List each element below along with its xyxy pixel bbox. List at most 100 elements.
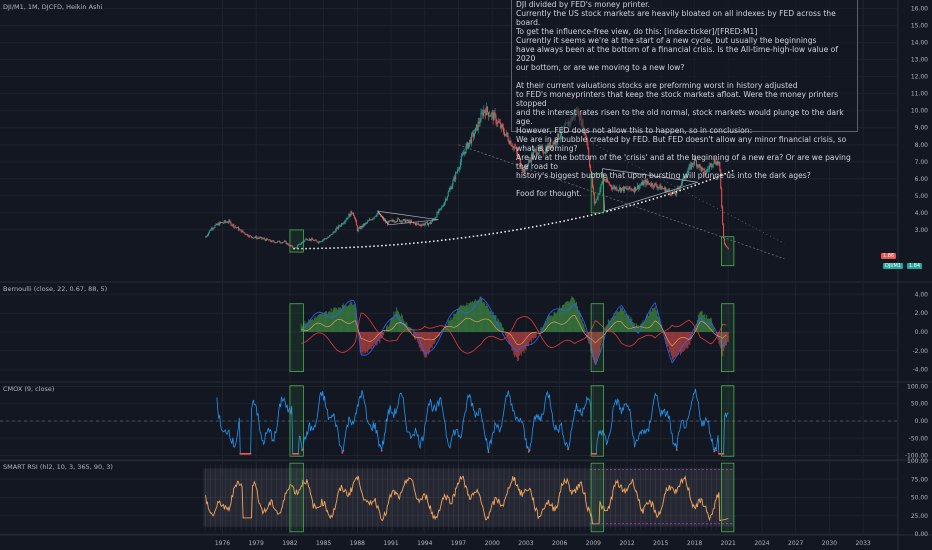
- candle-body: [301, 242, 303, 244]
- price-axis-label: 100.00: [907, 383, 928, 390]
- histogram-bar: [560, 308, 562, 332]
- candle-body: [217, 223, 219, 225]
- candle-body: [500, 122, 502, 128]
- histogram-bar: [625, 313, 627, 332]
- histogram-bar: [321, 313, 323, 332]
- candle-body: [618, 189, 620, 191]
- cmox-pane[interactable]: [0, 385, 898, 457]
- candle-body: [600, 184, 602, 190]
- note-line: Are we at the bottom of the 'crisis' and…: [516, 153, 851, 171]
- time-axis-label: 2024: [754, 540, 769, 547]
- candle-body: [656, 186, 658, 189]
- candle-body: [642, 181, 644, 186]
- histogram-bar: [631, 318, 633, 332]
- candle-body: [400, 220, 402, 223]
- candle-body: [694, 157, 696, 161]
- candle-body: [537, 153, 539, 155]
- smart-rsi-line: [205, 475, 729, 525]
- candle-body: [691, 162, 693, 169]
- candle-body: [495, 114, 497, 124]
- highlight-box: [289, 385, 304, 457]
- candle-body: [665, 187, 667, 193]
- price-axis-label: 15.00: [911, 23, 928, 30]
- histogram-bar: [555, 313, 557, 332]
- candle-body: [542, 146, 544, 153]
- candle-body: [424, 224, 426, 226]
- candle-body: [384, 219, 386, 221]
- candle-body: [505, 132, 507, 135]
- candle-body: [251, 237, 253, 239]
- histogram-bar: [476, 301, 478, 332]
- histogram-bar: [517, 332, 519, 362]
- candle-body: [530, 160, 532, 162]
- histogram-bar: [451, 319, 453, 332]
- histogram-bar: [349, 303, 351, 332]
- candle-body: [636, 185, 638, 189]
- candle-body: [448, 189, 450, 193]
- histogram-bar: [557, 310, 559, 332]
- candle-body: [266, 238, 268, 241]
- candle-body: [717, 161, 719, 164]
- candle-body: [713, 158, 715, 164]
- candle-body: [559, 138, 561, 140]
- candle-body: [343, 222, 345, 224]
- candle-body: [363, 224, 365, 226]
- histogram-bar: [456, 312, 458, 332]
- histogram-bar: [425, 332, 427, 358]
- candle-body: [595, 199, 597, 203]
- candle-body: [425, 222, 427, 225]
- candle-body: [467, 142, 469, 149]
- candle-body: [267, 239, 269, 241]
- bernoulli-pane[interactable]: [289, 295, 735, 372]
- candle-body: [548, 142, 550, 149]
- histogram-bar: [306, 322, 308, 332]
- histogram-bar: [542, 327, 544, 332]
- price-axis-label: 25.00: [911, 513, 928, 520]
- histogram-bar: [402, 319, 404, 332]
- candle-body: [206, 235, 208, 237]
- histogram-bar: [635, 326, 637, 332]
- candle-body: [483, 109, 485, 117]
- candle-body: [230, 221, 232, 226]
- histogram-bar: [461, 305, 463, 332]
- smart-rsi-pane[interactable]: [203, 462, 735, 533]
- candle-body: [555, 139, 557, 144]
- histogram-bar: [627, 316, 629, 332]
- candle-body: [268, 239, 270, 241]
- histogram-bar: [563, 304, 565, 332]
- histogram-bar: [492, 311, 494, 332]
- histogram-bar: [663, 332, 665, 333]
- histogram-bar: [325, 311, 327, 332]
- histogram-bar: [378, 332, 380, 342]
- histogram-bar: [572, 297, 574, 332]
- candle-body: [272, 240, 274, 242]
- note-line: history's biggest bubble that upon burst…: [516, 171, 811, 180]
- histogram-bar: [472, 301, 474, 332]
- histogram-bar: [576, 306, 578, 332]
- candle-body: [703, 168, 705, 170]
- note-line: our bottom, or are we moving to a new lo…: [516, 63, 685, 72]
- oversold-marker: [715, 449, 717, 452]
- candle-body: [709, 163, 711, 166]
- candle-body: [402, 219, 404, 222]
- oscillator-line: [300, 297, 727, 365]
- candle-body: [401, 221, 403, 223]
- histogram-bar: [331, 311, 333, 332]
- histogram-bar: [394, 314, 396, 332]
- histogram-bar: [599, 332, 601, 352]
- main-price-pane[interactable]: [205, 102, 785, 267]
- note-line: have always been at the bottom of a fina…: [516, 45, 838, 63]
- candle-body: [477, 121, 479, 131]
- cmox-label[interactable]: CMOX (9, close): [3, 385, 55, 393]
- symbol-label[interactable]: DJI/M1, 1M, DJCFD, Heikin Ashi: [3, 3, 103, 11]
- time-axis[interactable]: 1976 1979 1982 1985 1988 1991 1994 1997 2000 2003…: [215, 540, 871, 547]
- idea-text-note[interactable]: DJI divided by FED's money printer. Curre…: [511, 0, 858, 198]
- candle-body: [480, 113, 482, 122]
- bernoulli-label[interactable]: Bernoulli (close, 22, 0.67, 88, 5): [3, 285, 108, 293]
- histogram-bar: [608, 320, 610, 332]
- candle-body: [721, 188, 723, 207]
- price-axes[interactable]: 3.00 4.00 5.00 6.00 7.00 8.00 9.00 10.00 11.00 12…: [905, 6, 928, 538]
- smart-rsi-label[interactable]: SMART RSI (hl2, 10, 3, 365, 90, 3): [3, 463, 113, 471]
- candle-body: [305, 238, 307, 240]
- histogram-bar: [678, 332, 680, 355]
